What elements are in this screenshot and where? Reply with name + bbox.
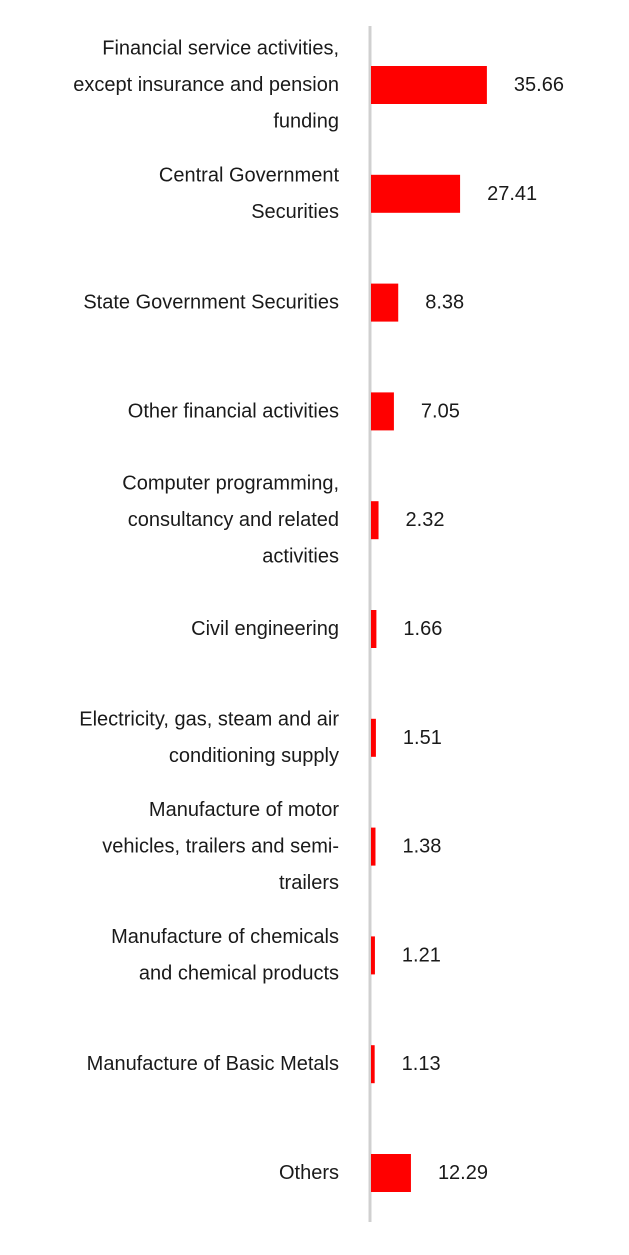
bar [371, 392, 394, 431]
value-labels-group: 35.66 27.41 8.38 7.05 2.32 1.66 1.51 1.38 1.21 1.… [402, 74, 564, 1184]
bar [371, 283, 399, 322]
category-label: Others [279, 1162, 339, 1184]
bar [371, 718, 376, 757]
value-label: 12.29 [438, 1162, 488, 1184]
category-label-line: Financial service activities, [102, 38, 339, 60]
bar [371, 501, 379, 540]
category-label-line: State Government Securities [83, 292, 339, 314]
category-label-line: Securities [251, 201, 339, 223]
category-label: Manufacture of motor vehicles, trailers a… [102, 799, 339, 894]
category-label-line: Civil engineering [191, 618, 339, 640]
category-label-line: and chemical products [139, 963, 339, 985]
value-label: 1.51 [403, 727, 442, 749]
bars-group [371, 66, 487, 1192]
bar [371, 827, 376, 866]
category-label: Financial service activities, except insu… [73, 38, 339, 133]
category-label: Electricity, gas, steam and air condition… [79, 709, 339, 768]
category-label-line: vehicles, trailers and semi- [102, 836, 339, 858]
value-label: 35.66 [514, 74, 564, 96]
value-label: 1.38 [402, 836, 441, 858]
category-label-line: funding [273, 111, 339, 133]
category-label-line: conditioning supply [169, 745, 339, 767]
value-label: 27.41 [487, 183, 537, 205]
category-label-line: Manufacture of motor [149, 799, 339, 821]
category-label-line: Manufacture of chemicals [111, 926, 339, 948]
category-label: State Government Securities [83, 292, 339, 314]
category-label: Other financial activities [128, 400, 339, 422]
category-label-line: except insurance and pension [73, 74, 339, 96]
value-label: 7.05 [421, 400, 460, 422]
value-label: 8.38 [425, 292, 464, 314]
category-label-line: trailers [279, 872, 339, 894]
bar [371, 1045, 375, 1084]
category-label-line: consultancy and related [128, 509, 339, 531]
category-label-line: Manufacture of Basic Metals [87, 1053, 339, 1075]
category-label: Manufacture of chemicals and chemical pro… [111, 926, 339, 985]
category-label: Manufacture of Basic Metals [87, 1053, 339, 1075]
value-label: 2.32 [406, 509, 445, 531]
value-label: 1.66 [403, 618, 442, 640]
bar [371, 610, 377, 648]
category-label-line: activities [262, 546, 339, 568]
bar [371, 174, 461, 213]
category-label-line: Central Government [159, 165, 340, 187]
bar [371, 936, 375, 975]
category-label-line: Electricity, gas, steam and air [79, 709, 339, 731]
category-label-line: Other financial activities [128, 400, 339, 422]
category-label: Computer programming, consultancy and rel… [122, 473, 339, 568]
category-labels-group: Financial service activities, except insu… [73, 38, 339, 1185]
category-label: Central Government Securities [159, 165, 340, 224]
bar [371, 66, 487, 104]
category-label-line: Others [279, 1162, 339, 1184]
category-label: Civil engineering [191, 618, 339, 640]
category-label-line: Computer programming, [122, 473, 339, 495]
bar [371, 1154, 411, 1192]
value-label: 1.21 [402, 944, 441, 966]
value-label: 1.13 [402, 1053, 441, 1075]
